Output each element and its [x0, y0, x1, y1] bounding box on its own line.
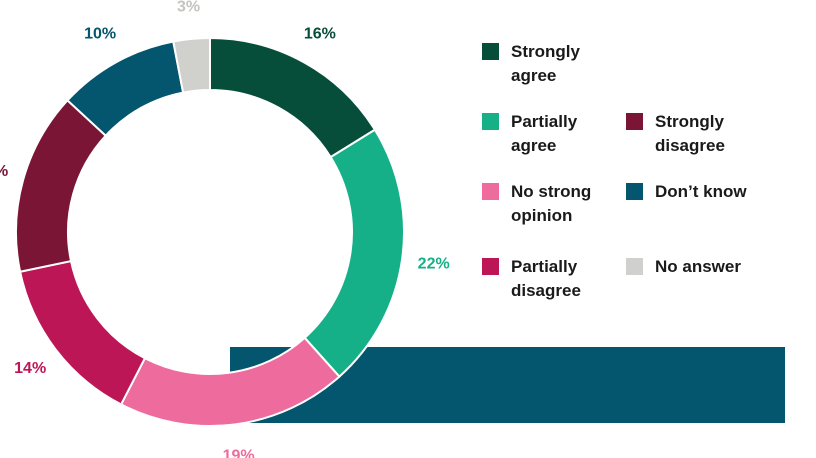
slice-labels: 16% 22% 19% 14% 15% 10% 3% [0, 0, 450, 458]
donut-slices [15, 36, 405, 427]
slice-value-label-partially-agree: 22% [418, 255, 450, 272]
slice-value-label-no-answer: 3% [177, 0, 200, 15]
legend-label: Partially agree [511, 112, 578, 155]
legend-swatch [626, 183, 643, 200]
slice-value-label-strongly-agree: 16% [304, 26, 336, 43]
slice-value-label-strongly-disagree: 15% [0, 163, 8, 180]
slice-no-strong-opinion [119, 336, 341, 427]
legend-swatch [626, 258, 643, 275]
legend-swatch [482, 113, 499, 130]
slice-no-answer [172, 36, 211, 94]
slice-value-label-don-t-know: 10% [84, 26, 116, 43]
legend-swatch [626, 113, 643, 130]
legend-item-strongly-agree: Strongly agree [482, 40, 611, 88]
slice-partially-agree [303, 128, 405, 378]
legend-label: Don’t know [655, 182, 747, 201]
slice-value-label-no-strong-opinion: 19% [223, 447, 255, 458]
legend-item-don-t-know: Don’t know [626, 180, 755, 204]
legend-item-partially-agree: Partially agree [482, 110, 611, 158]
legend-label: Strongly agree [511, 42, 580, 85]
legend-label: No strong opinion [511, 182, 592, 225]
slice-strongly-agree [209, 36, 377, 159]
legend-label: Partially disagree [511, 257, 581, 300]
slice-value-label-partially-disagree: 14% [14, 360, 46, 377]
legend-swatch [482, 183, 499, 200]
legend-item-no-strong-opinion: No strong opinion [482, 180, 611, 228]
legend-label: Strongly disagree [655, 112, 725, 155]
legend-swatch [482, 258, 499, 275]
slice-partially-disagree [18, 259, 147, 406]
legend-item-strongly-disagree: Strongly disagree [626, 110, 755, 158]
legend-item-partially-disagree: Partially disagree [482, 255, 611, 303]
legend-label: No answer [655, 257, 741, 276]
slice-strongly-disagree [15, 98, 108, 273]
legend-swatch [482, 43, 499, 60]
legend-item-no-answer: No answer [626, 255, 755, 279]
